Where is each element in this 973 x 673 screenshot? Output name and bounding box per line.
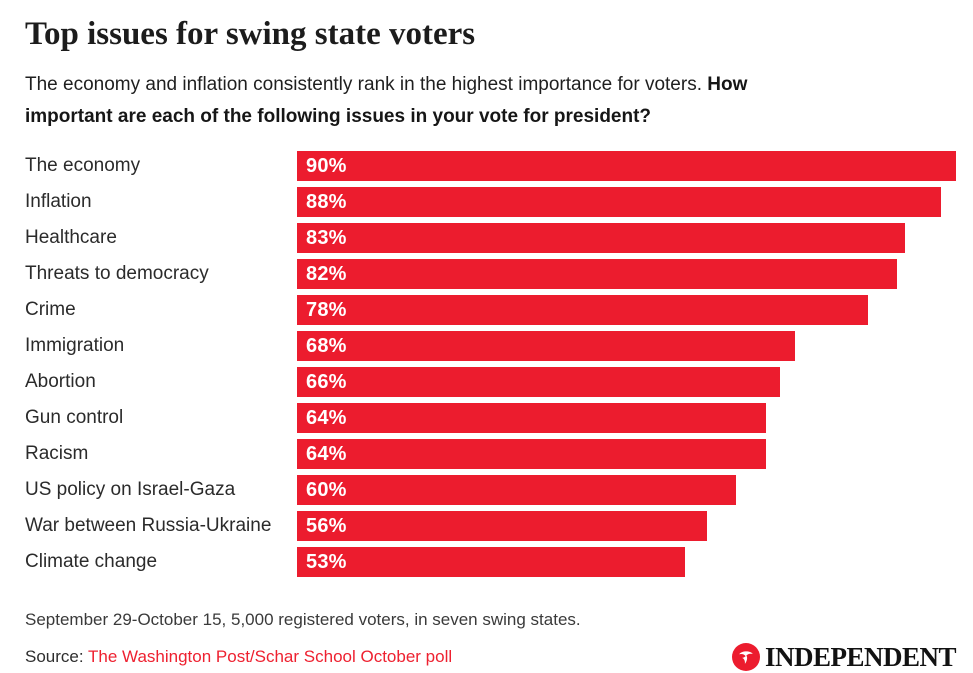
- methodology-note: September 29-October 15, 5,000 registere…: [25, 610, 581, 629]
- bar-value-label: 88%: [306, 191, 347, 213]
- bar-row: Abortion 66%: [25, 367, 956, 403]
- category-label: Gun control: [25, 407, 124, 428]
- bar-row: War between Russia-Ukraine 56%: [25, 511, 956, 547]
- chart-subtitle: The economy and inflation consistently r…: [25, 69, 807, 133]
- bar-value-label: 90%: [306, 155, 347, 177]
- bar-track: 90%: [297, 151, 956, 181]
- bar-row: US policy on Israel-Gaza 60%: [25, 475, 956, 511]
- category-label: Racism: [25, 443, 89, 464]
- bar-value-label: 82%: [306, 263, 347, 285]
- category-label: Inflation: [25, 191, 92, 212]
- category-label: Immigration: [25, 335, 125, 356]
- independent-logo: INDEPENDENT: [731, 642, 957, 672]
- bar-row: Threats to democracy 82%: [25, 259, 956, 295]
- bar-value-label: 56%: [306, 515, 347, 537]
- bar-row: Racism 64%: [25, 439, 956, 475]
- bar-track: 83%: [297, 223, 956, 253]
- bar-value-label: 60%: [306, 479, 347, 501]
- category-label: US policy on Israel-Gaza: [25, 479, 236, 500]
- category-label: The economy: [25, 155, 141, 176]
- bar-chart: The economy 90% Inflation 88% Healthcare…: [25, 151, 956, 583]
- bar[interactable]: 56%: [297, 511, 708, 541]
- independent-wordmark: INDEPENDENT: [764, 642, 957, 672]
- chart-title: Top issues for swing state voters: [25, 16, 476, 52]
- bar-track: 53%: [297, 547, 956, 577]
- bar-track: 82%: [297, 259, 956, 289]
- bar-value-label: 64%: [306, 407, 347, 429]
- bar-row: Crime 78%: [25, 295, 956, 331]
- bar-value-label: 64%: [306, 443, 347, 465]
- category-label: Abortion: [25, 371, 96, 392]
- bar-value-label: 83%: [306, 227, 347, 249]
- bar-track: 68%: [297, 331, 956, 361]
- subtitle-regular-text: The economy and inflation consistently r…: [25, 74, 708, 95]
- bar[interactable]: 68%: [297, 331, 795, 361]
- bar-track: 88%: [297, 187, 956, 217]
- bar-row: Healthcare 83%: [25, 223, 956, 259]
- bar[interactable]: 53%: [297, 547, 686, 577]
- bar[interactable]: 64%: [297, 439, 766, 469]
- category-label: Crime: [25, 299, 76, 320]
- bar-row: Climate change 53%: [25, 547, 956, 583]
- bar[interactable]: 88%: [297, 187, 942, 217]
- bar-track: 78%: [297, 295, 956, 325]
- bar[interactable]: 64%: [297, 403, 766, 433]
- source-label: Source:: [25, 647, 89, 666]
- bar-value-label: 68%: [306, 335, 347, 357]
- bar-row: Gun control 64%: [25, 403, 956, 439]
- bar-row: The economy 90%: [25, 151, 956, 187]
- bar-value-label: 66%: [306, 371, 347, 393]
- category-label: War between Russia-Ukraine: [25, 515, 272, 536]
- bar[interactable]: 82%: [297, 259, 898, 289]
- bar-value-label: 78%: [306, 299, 347, 321]
- bar-row: Immigration 68%: [25, 331, 956, 367]
- bar-track: 64%: [297, 403, 956, 433]
- bar[interactable]: 60%: [297, 475, 737, 505]
- bar-track: 56%: [297, 511, 956, 541]
- bar[interactable]: 78%: [297, 295, 869, 325]
- bar[interactable]: 90%: [297, 151, 956, 181]
- bar-track: 60%: [297, 475, 956, 505]
- bar-value-label: 53%: [306, 551, 347, 573]
- bar-row: Inflation 88%: [25, 187, 956, 223]
- category-label: Climate change: [25, 551, 158, 572]
- bar[interactable]: 66%: [297, 367, 781, 397]
- footer-row: Source: The Washington Post/Schar School…: [25, 642, 957, 672]
- bar-track: 64%: [297, 439, 956, 469]
- category-label: Healthcare: [25, 227, 117, 248]
- bar[interactable]: 83%: [297, 223, 905, 253]
- bar-track: 66%: [297, 367, 956, 397]
- category-label: Threats to democracy: [25, 263, 209, 284]
- source-link[interactable]: The Washington Post/Schar School October…: [88, 647, 453, 666]
- subtitle-bold-question: How important are each of the following …: [25, 74, 748, 127]
- source-line: Source: The Washington Post/Schar School…: [25, 646, 452, 668]
- independent-eagle-icon: [731, 643, 760, 671]
